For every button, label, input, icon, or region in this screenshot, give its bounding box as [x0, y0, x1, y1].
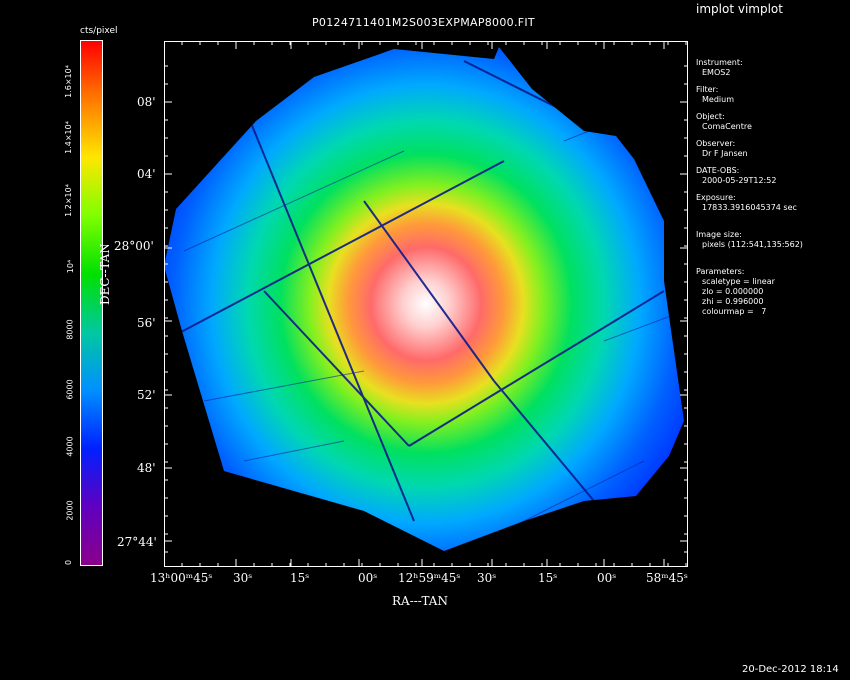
info-value: Medium — [702, 95, 734, 104]
x-tick-label: 00ˢ — [597, 571, 617, 585]
info-label: Observer: — [696, 139, 736, 148]
info-parameters: Parameters: scaletype = linear zlo = 0.0… — [696, 267, 846, 317]
y-tick-label: 28°00' — [114, 239, 154, 253]
info-exposure: Exposure: 17833.3916045374 sec — [696, 193, 846, 213]
y-tick-label: 08' — [137, 95, 156, 109]
colorbar — [80, 40, 103, 566]
colorbar-tick-label: 2000 — [65, 500, 75, 521]
x-tick-label: 58ᵐ45ˢ — [646, 571, 688, 585]
info-value: 2000-05-29T12:52 — [702, 176, 777, 185]
x-axis-title: RA---TAN — [392, 594, 448, 608]
x-tick-label: 15ˢ — [290, 571, 310, 585]
y-tick-label: 56' — [137, 316, 156, 330]
colorbar-tick-label: 6000 — [65, 379, 75, 400]
colorbar-tick-label: 0 — [64, 559, 74, 566]
info-filter: Filter: Medium — [696, 85, 846, 105]
colorbar-tick-label: 10⁴ — [66, 259, 76, 274]
info-value: 17833.3916045374 sec — [702, 203, 797, 212]
plot-title: P0124711401M2S003EXPMAP8000.FIT — [312, 16, 535, 29]
info-object: Object: ComaCentre — [696, 112, 846, 132]
timestamp: 20-Dec-2012 18:14 — [742, 664, 839, 675]
x-tick-label: 13ʰ00ᵐ45ˢ — [150, 571, 213, 585]
info-instrument: Instrument: EMOS2 — [696, 58, 846, 78]
x-tick-label: 30ˢ — [233, 571, 253, 585]
colorbar-tick-label: 1.4×10⁴ — [63, 121, 73, 154]
y-axis-title: DEC--TAN — [98, 243, 112, 305]
exposure-map-image — [164, 41, 688, 567]
info-value: zhi = 0.996000 — [702, 297, 764, 306]
colorbar-tick-label: 4000 — [65, 436, 75, 457]
info-date-obs: DATE-OBS: 2000-05-29T12:52 — [696, 166, 846, 186]
info-label: Image size: — [696, 230, 742, 239]
info-value: Dr F Jansen — [702, 149, 748, 158]
info-image-size: Image size: pixels (112:541,135:562) — [696, 230, 846, 250]
info-label: Filter: — [696, 85, 719, 94]
info-label: DATE-OBS: — [696, 166, 740, 175]
info-value: colourmap = 7 — [702, 307, 767, 316]
x-tick-label: 12ʰ59ᵐ45ˢ — [398, 571, 461, 585]
info-value: scaletype = linear — [702, 277, 775, 286]
colorbar-tick-label: 8000 — [65, 319, 75, 340]
info-value: zlo = 0.000000 — [702, 287, 764, 296]
info-label: Object: — [696, 112, 725, 121]
colorbar-unit: cts/pixel — [80, 26, 118, 36]
info-label: Exposure: — [696, 193, 736, 202]
info-value: EMOS2 — [702, 68, 731, 77]
info-value: pixels (112:541,135:562) — [702, 240, 803, 249]
y-tick-label: 48' — [137, 461, 156, 475]
colorbar-tick-label: 1.2×10⁴ — [63, 184, 73, 217]
info-label: Parameters: — [696, 267, 745, 276]
y-tick-label: 04' — [137, 167, 156, 181]
y-tick-label: 52' — [137, 388, 156, 402]
x-tick-label: 00ˢ — [358, 571, 378, 585]
info-observer: Observer: Dr F Jansen — [696, 139, 846, 159]
x-tick-label: 15ˢ — [538, 571, 558, 585]
colorbar-tick-label: 1.6×10⁴ — [63, 65, 73, 98]
info-label: Instrument: — [696, 58, 743, 67]
info-value: ComaCentre — [702, 122, 752, 131]
y-tick-label: 27°44' — [117, 535, 157, 549]
tool-title: implot vimplot — [696, 2, 783, 16]
header-info-panel: Instrument: EMOS2 Filter: Medium Object:… — [696, 58, 846, 324]
x-tick-label: 30ˢ — [477, 571, 497, 585]
